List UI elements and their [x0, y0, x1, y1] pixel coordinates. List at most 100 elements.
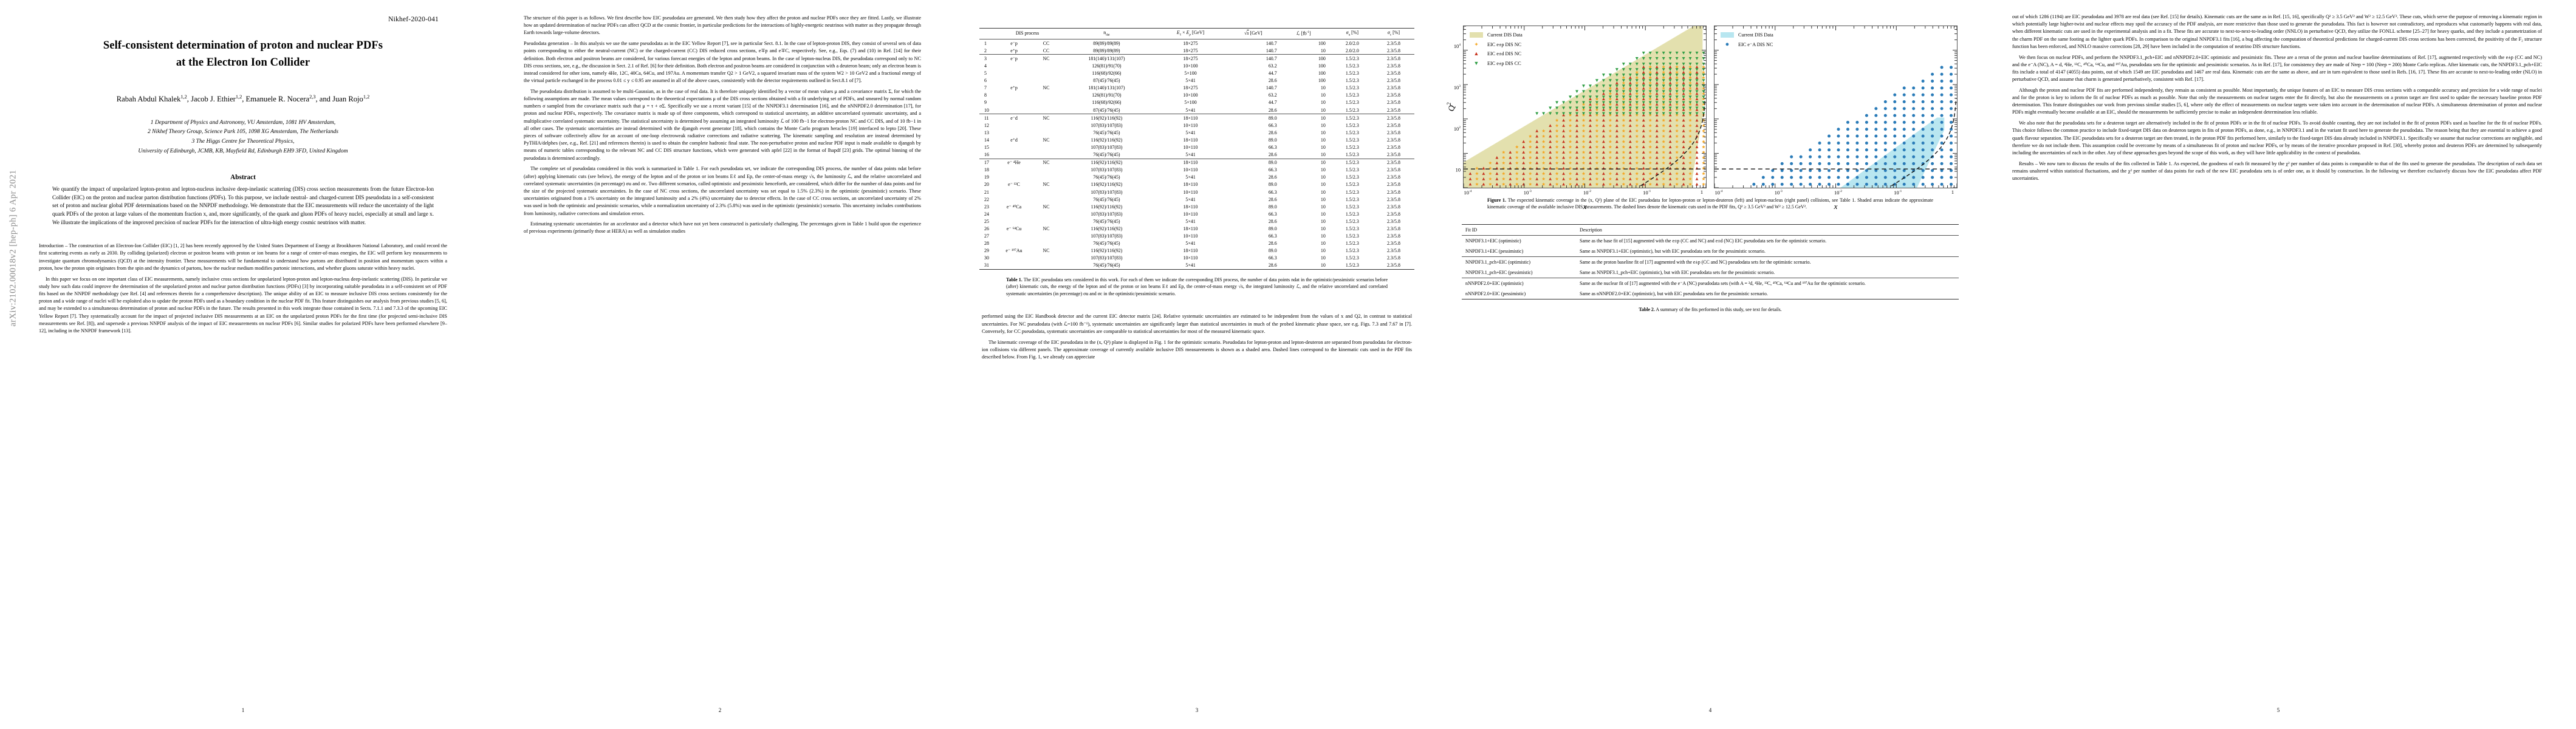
- cell-sigma-c: 2.3/5.8: [1386, 182, 1400, 188]
- cell-ndat: 116(92)/116(92): [1091, 137, 1123, 143]
- legend-item: Current DIS Data: [1721, 30, 1773, 40]
- fit-summary-table: Fit ID Description NNPDF3.1+EIC (optimis…: [1462, 224, 1959, 299]
- cell-luminosity: 10: [1320, 107, 1326, 113]
- cell-ndat: 116(92)/116(92): [1060, 158, 1154, 166]
- th-dis-process: DIS process: [995, 27, 1060, 39]
- th-sigma-c: σc [%]: [1372, 27, 1414, 39]
- cell-luminosity: 100: [1279, 39, 1332, 47]
- cell-process: e⁺p: [1010, 47, 1018, 53]
- cell-current-type: [1033, 70, 1060, 77]
- cell-sigma-u: 1.5/2.3: [1345, 122, 1359, 128]
- figure1-legend-right: Current DIS Data ● EIC e⁻A DIS NC: [1721, 30, 1773, 49]
- cell-luminosity: 10: [1279, 158, 1332, 166]
- page3-paragraph-2: The kinematic coverage of the EIC pseudo…: [982, 339, 1412, 360]
- x-axis-label: x: [1834, 202, 1838, 211]
- cell-luminosity: 10: [1320, 218, 1326, 224]
- cell-index: 8: [984, 92, 987, 98]
- cell-sigma-u: 2.0/2.0: [1345, 47, 1359, 53]
- cell-process: e⁻p: [995, 39, 1033, 47]
- cell-current-type: [1033, 77, 1060, 84]
- cell-sigma-u: 1.5/2.3: [1345, 189, 1359, 195]
- cell-beam-energy: 18×110: [1183, 182, 1198, 188]
- triangle-up-marker-icon: ▲: [1473, 50, 1479, 57]
- table-row: 3 e⁻p NC 181(140)/131(107) 18×275 140.7 100 1.5…: [979, 54, 1414, 63]
- cell-fit-id: nNNPDF2.0+EIC (optimistic): [1462, 277, 1576, 289]
- cell-sqrt-s: 28.6: [1227, 261, 1279, 270]
- table-row: 13 76(45)/76(45) 5×41 28.6 10 1.5/2.3 2.3/5.8: [979, 129, 1414, 136]
- cell-process: [995, 217, 1033, 225]
- affiliation-2: 2 Nikhef Theory Group, Science Park 105,…: [147, 128, 339, 135]
- cell-sigma-c: 2.3/5.8: [1386, 211, 1400, 217]
- cell-beam-energy: 10×110: [1183, 211, 1198, 217]
- cell-luminosity: 10: [1320, 189, 1326, 195]
- cell-beam-energy: 5×100: [1184, 70, 1197, 77]
- cell-sigma-u: 1.5/2.3: [1345, 100, 1359, 106]
- paper-page-1: arXiv:2102.00018v2 [hep-ph] 6 Apr 2021 N…: [0, 0, 486, 729]
- cell-index: 1: [979, 39, 995, 47]
- th-sqrt-s: √s [GeV]: [1227, 27, 1279, 39]
- cell-sigma-c: 2.3/5.8: [1386, 47, 1400, 53]
- cell-sigma-u: 1.5/2.3: [1345, 233, 1359, 239]
- cell-ndat: 116(68)/92(66): [1092, 70, 1122, 77]
- cell-luminosity: 10: [1320, 233, 1326, 239]
- page-number: 3: [1195, 707, 1199, 713]
- cell-process: e⁻ ¹²C: [1008, 182, 1020, 188]
- table-row: 10 87(45)/76(45) 5×41 28.6 10 1.5/2.3 2.3/5.8: [979, 106, 1414, 114]
- legend-item: Current DIS Data: [1470, 30, 1523, 40]
- table-row: 17 e⁻ ⁴He NC 116(92)/116(92) 18×110 89.0 10 1.5…: [979, 158, 1414, 166]
- cell-current-type: [1033, 166, 1060, 174]
- cell-ndat: 116(92)/116(92): [1091, 248, 1123, 254]
- table-row: 28 76(45)/76(45) 5×41 28.6 10 1.5/2.3 2.3/5.8: [979, 240, 1414, 247]
- table-row: 4 126(81)/91(70) 10×100 63.2 100 1.5/2.3 2.3/5…: [979, 62, 1414, 69]
- cell-sqrt-s: 89.0: [1268, 204, 1277, 210]
- cell-ndat: 76(45)/76(45): [1093, 196, 1120, 202]
- table2-head: Fit ID Description: [1462, 224, 1959, 236]
- x-tick: 10-4: [1464, 190, 1472, 196]
- page2-paragraph-2: Pseudodata generation – In this analysis…: [524, 41, 921, 84]
- cell-beam-energy: 18×110: [1183, 137, 1198, 143]
- table-row: nNNPDF2.0+EIC (optimistic) Same as the nu…: [1462, 277, 1959, 289]
- table1-caption-text: The EIC pseudodata sets considered in th…: [1006, 277, 1388, 296]
- page5-paragraph-2: We then focus on nuclear PDFs, and perfo…: [2012, 54, 2542, 83]
- cell-beam-energy: 10×110: [1183, 255, 1198, 261]
- figure1-left-panel: Q2 104 103 102 10 Current DIS Data: [1446, 26, 1707, 211]
- legend-label: EIC e±p DIS CC: [1487, 60, 1521, 66]
- cell-current-type: CC: [1033, 39, 1060, 47]
- cell-process: [995, 188, 1033, 196]
- eic-pseudodata-table: DIS process ndat Eℓ × Ep [GeV] √s [GeV] …: [979, 27, 1414, 270]
- cell-index: 16: [984, 152, 989, 158]
- cell-index: 14: [984, 137, 989, 143]
- cell-current-type: NC: [1033, 54, 1060, 63]
- intro-paragraph-1: Introduction – The construction of an El…: [39, 243, 447, 271]
- cell-current-type: [1033, 143, 1060, 151]
- area-swatch-icon: [1721, 32, 1734, 38]
- cell-ndat: 116(92)/116(92): [1060, 114, 1154, 122]
- cell-sigma-u: 1.5/2.3: [1345, 167, 1359, 173]
- cell-sigma-u: 1.5/2.3: [1331, 158, 1373, 166]
- cell-sigma-c: 2.3/5.8: [1386, 70, 1400, 77]
- cell-current-type: [1033, 188, 1060, 196]
- cell-sqrt-s: 28.6: [1268, 218, 1277, 224]
- cell-process: e⁺d: [1010, 137, 1018, 143]
- cell-beam-energy: 10×110: [1183, 233, 1198, 239]
- cell-index: 9: [984, 100, 987, 106]
- table1-header-row: DIS process ndat Eℓ × Ep [GeV] √s [GeV] …: [979, 27, 1414, 39]
- x-tick: 10-3: [1523, 190, 1532, 196]
- cell-beam-energy: 5×41: [1185, 241, 1196, 247]
- cell-sqrt-s: 66.3: [1268, 233, 1277, 239]
- cell-luminosity: 10: [1320, 85, 1326, 91]
- cell-beam-energy: 18×275: [1183, 47, 1198, 53]
- cell-ndat: 116(92)/116(92): [1091, 204, 1123, 210]
- table1-caption: Table 1. The EIC pseudodata sets conside…: [1006, 276, 1388, 297]
- cell-luminosity: 10: [1320, 92, 1326, 98]
- table-row: 31 76(45)/76(45) 5×41 28.6 10 1.5/2.3 2.3/5.8: [979, 261, 1414, 270]
- table-row: 21 107(83)/107(83) 10×110 66.3 10 1.5/2.3 2.3/…: [979, 188, 1414, 196]
- legend-label: EIC e⁻A DIS NC: [1738, 42, 1773, 48]
- paper-page-3: DIS process ndat Eℓ × Ep [GeV] √s [GeV] …: [954, 0, 1440, 729]
- cell-sigma-c: 2.3/5.8: [1386, 226, 1400, 232]
- page-number: 5: [2276, 707, 2280, 713]
- table-row: NNPDF3.1_pch+EIC (pessimistic) Same as NN…: [1462, 267, 1959, 278]
- abstract-heading: Abstract: [230, 174, 256, 182]
- cell-index: 29: [984, 248, 989, 254]
- table-row: 15 107(83)/107(83) 10×110 66.3 10 1.5/2.3 2.3/…: [979, 143, 1414, 151]
